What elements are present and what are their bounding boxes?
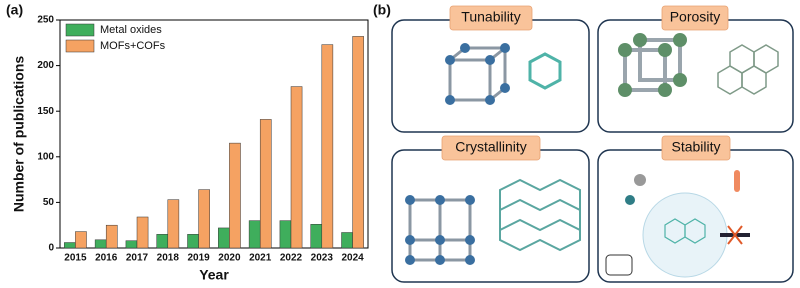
y-axis-title: Number of publications (11, 56, 27, 213)
bar (290, 86, 303, 249)
porous-cube-icon (618, 33, 687, 97)
molecule-icon (625, 195, 635, 205)
x-axis-title: Year (199, 267, 229, 283)
bar (136, 216, 149, 249)
bar (229, 142, 241, 249)
molecule-icon (634, 174, 646, 186)
x-tick-label: 2017 (126, 253, 149, 264)
bar (310, 224, 323, 249)
panel-label: (a) (6, 2, 23, 18)
honeycomb-icon (717, 44, 779, 95)
x-tick-label: 2020 (218, 253, 241, 264)
hexagon-icon (528, 52, 562, 90)
bar (218, 227, 230, 249)
gauge-icon (605, 254, 633, 276)
box (597, 19, 794, 133)
panel-label: (b) (373, 2, 391, 18)
bar (248, 220, 261, 249)
box-title: Crystallinity (455, 139, 527, 155)
bar (75, 231, 87, 249)
y-tick-label: 50 (43, 197, 55, 208)
layers-icon (499, 178, 581, 252)
lattice-icon (405, 195, 475, 265)
x-tick-label: 2019 (187, 253, 210, 264)
bar (156, 234, 169, 249)
x-tick-label: 2015 (64, 253, 87, 264)
bar (259, 119, 272, 249)
x-tick-label: 2018 (157, 253, 180, 264)
y-tick-label: 150 (37, 106, 54, 117)
box-tab (441, 135, 541, 161)
bar (187, 234, 199, 249)
honeycomb-icon (664, 218, 706, 244)
bar (198, 189, 210, 249)
bar (341, 232, 353, 249)
box-title: Tunability (461, 9, 520, 25)
box-tab (661, 5, 729, 31)
bar (279, 220, 292, 249)
box-tab (449, 5, 533, 31)
box-title: Stability (671, 139, 720, 155)
diagram: Tunability Porosity Crystallinity Stabil… (391, 5, 794, 283)
y-tick-label: 250 (37, 15, 54, 26)
x-tick-label: 2022 (280, 253, 303, 264)
bar (167, 199, 180, 249)
x-tick-label: 2021 (249, 253, 272, 264)
x-tick-label: 2024 (341, 253, 364, 264)
bar (321, 44, 334, 249)
plot-frame (59, 19, 369, 249)
box-tab (661, 135, 731, 161)
cube-icon (445, 43, 510, 105)
x-tick-label: 2016 (95, 253, 118, 264)
bar (352, 36, 364, 249)
box (391, 149, 590, 283)
y-tick-label: 100 (37, 151, 54, 162)
legend-swatch (65, 23, 95, 37)
bar (105, 224, 118, 249)
legend-swatch (65, 39, 95, 53)
x-tick-label: 2023 (311, 253, 334, 264)
legend-label: MOFs+COFs (100, 40, 166, 52)
box-title: Porosity (670, 9, 721, 25)
cross-icon (727, 225, 743, 245)
bar (64, 242, 76, 249)
bar (125, 240, 138, 249)
legend-label: Metal oxides (100, 24, 162, 36)
bar (94, 239, 107, 249)
y-tick-label: 0 (48, 243, 54, 254)
y-tick-label: 200 (37, 60, 54, 71)
thermometer-icon (734, 170, 740, 192)
